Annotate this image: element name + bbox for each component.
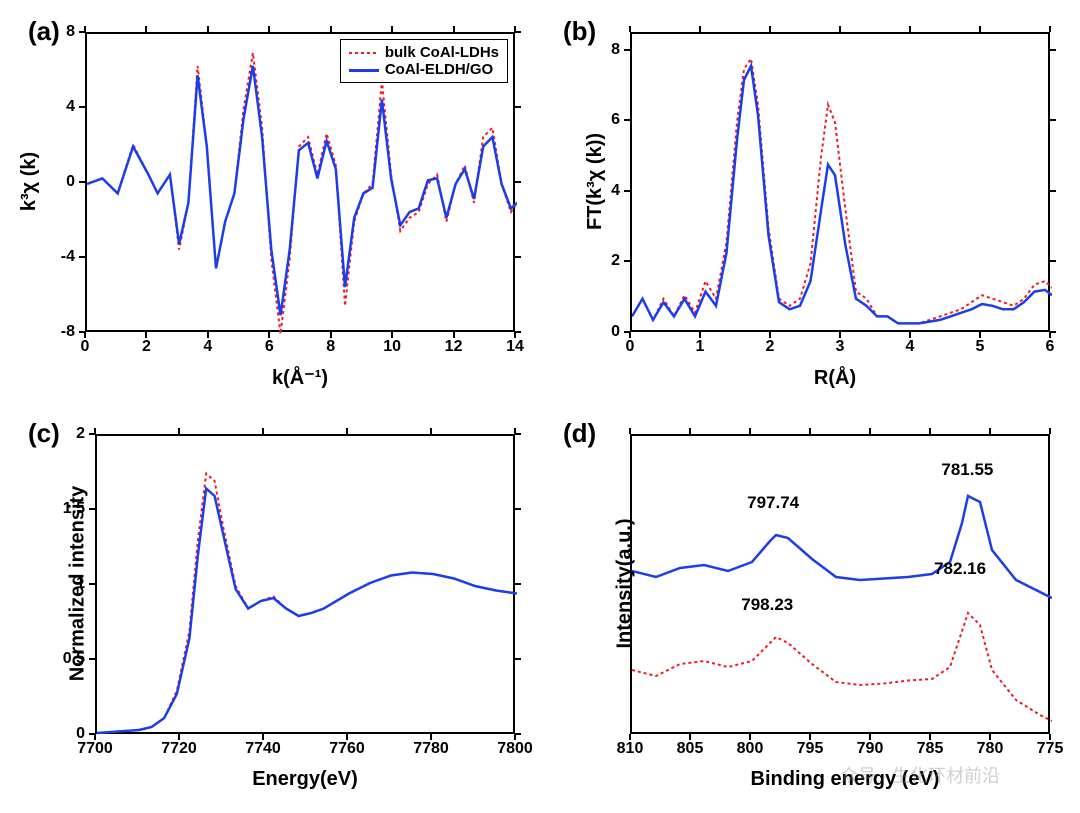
xtick-label: 7760 xyxy=(329,740,365,758)
xtick-label: 805 xyxy=(677,740,704,758)
panel-a-legend: bulk CoAl-LDHs CoAl-ELDH/GO xyxy=(340,39,508,83)
xtick-label: 8 xyxy=(326,338,335,356)
ytick-label: 1 xyxy=(76,575,85,593)
panel-d: (d) Binding energy (eV) Intensity(a.u.) … xyxy=(545,412,1070,804)
peak-annotation: 781.55 xyxy=(941,460,993,480)
panel-d-label: (d) xyxy=(563,418,596,449)
xtick-label: 775 xyxy=(1037,740,1064,758)
ytick-label: 8 xyxy=(66,23,75,41)
xtick-label: 800 xyxy=(737,740,764,758)
ytick-label: 2 xyxy=(611,252,620,270)
panel-b-xlabel: R(Å) xyxy=(775,367,895,390)
xtick-label: 0 xyxy=(626,338,635,356)
ytick-label: 0 xyxy=(76,725,85,743)
ytick-label: 4 xyxy=(66,98,75,116)
xtick-label: 7800 xyxy=(497,740,533,758)
ytick-label: 4 xyxy=(611,182,620,200)
xtick-label: 0 xyxy=(81,338,90,356)
panel-a-plot: bulk CoAl-LDHs CoAl-ELDH/GO xyxy=(85,32,515,332)
xtick-label: 3 xyxy=(836,338,845,356)
panel-b-plot xyxy=(630,32,1050,332)
xtick-label: 7740 xyxy=(245,740,281,758)
ytick-label: 1.5 xyxy=(63,500,85,518)
xtick-label: 4 xyxy=(203,338,212,356)
xtick-label: 10 xyxy=(383,338,401,356)
xtick-label: 795 xyxy=(797,740,824,758)
panel-c-plot xyxy=(95,434,515,734)
xtick-label: 4 xyxy=(906,338,915,356)
ytick-label: 0 xyxy=(611,323,620,341)
panel-b-ylabel: FT(k³χ (k)) xyxy=(584,133,607,230)
xtick-label: 785 xyxy=(917,740,944,758)
xtick-label: 5 xyxy=(976,338,985,356)
panel-a-ylabel: k³χ (k) xyxy=(18,152,41,211)
panel-c-xlabel: Energy(eV) xyxy=(230,768,380,791)
panel-c: (c) Energy(eV) Normalized intensity 7700… xyxy=(10,412,535,804)
xtick-label: 12 xyxy=(445,338,463,356)
xtick-label: 7780 xyxy=(413,740,449,758)
watermark-text: 众号 · 生化环材前沿 xyxy=(840,762,1000,788)
panel-a-xlabel: k(Å⁻¹) xyxy=(225,365,375,390)
xtick-label: 780 xyxy=(977,740,1004,758)
panel-d-ylabel: Intensity(a.u.) xyxy=(614,518,637,648)
peak-annotation: 798.23 xyxy=(741,595,793,615)
ytick-label: 0.5 xyxy=(63,650,85,668)
xtick-label: 2 xyxy=(766,338,775,356)
ytick-label: 0 xyxy=(66,173,75,191)
xtick-label: 1 xyxy=(696,338,705,356)
ytick-label: 6 xyxy=(611,111,620,129)
ytick-label: -8 xyxy=(61,323,75,341)
legend-item-1: bulk CoAl-LDHs xyxy=(385,44,499,61)
ytick-label: -4 xyxy=(61,248,75,266)
ytick-label: 8 xyxy=(611,41,620,59)
xtick-label: 790 xyxy=(857,740,884,758)
xtick-label: 810 xyxy=(617,740,644,758)
panel-a: (a) bulk CoAl-LDHs CoAl-ELDH/GO k(Å⁻¹) k… xyxy=(10,10,535,402)
peak-annotation: 782.16 xyxy=(934,559,986,579)
xtick-label: 6 xyxy=(1046,338,1055,356)
panel-b: (b) R(Å) FT(k³χ (k)) 0 1 2 3 4 5 6 0 2 4 6 8 xyxy=(545,10,1070,402)
legend-item-2: CoAl-ELDH/GO xyxy=(385,61,493,78)
xtick-label: 7720 xyxy=(161,740,197,758)
xtick-label: 14 xyxy=(506,338,524,356)
peak-annotation: 797.74 xyxy=(747,493,799,513)
xtick-label: 2 xyxy=(142,338,151,356)
xtick-label: 6 xyxy=(265,338,274,356)
panel-a-label: (a) xyxy=(28,16,60,47)
panel-b-label: (b) xyxy=(563,16,596,47)
panel-c-label: (c) xyxy=(28,418,60,449)
ytick-label: 2 xyxy=(76,425,85,443)
